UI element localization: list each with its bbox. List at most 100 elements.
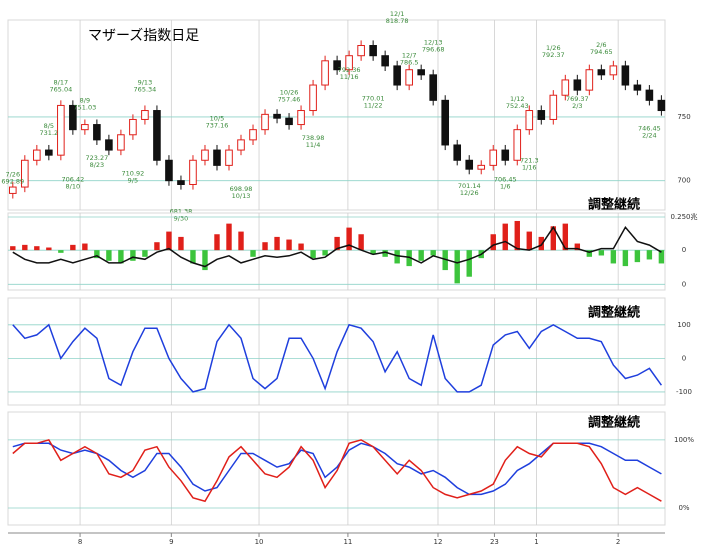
series-line — [12, 225, 662, 268]
candle-body — [69, 104, 77, 131]
candle-body — [177, 180, 185, 185]
annotation-value: 765.34 — [134, 85, 157, 93]
candle-body — [321, 60, 329, 86]
candle-body — [189, 159, 197, 185]
histogram-bar — [442, 250, 448, 271]
histogram-bar — [526, 231, 532, 251]
annotation-date: 10/13 — [232, 192, 251, 200]
histogram-bar — [82, 243, 88, 251]
histogram-bar — [490, 234, 496, 251]
annotation-value: 701.14 — [458, 182, 481, 190]
annotation-value: 751.03 — [73, 104, 96, 112]
annotation-date: 12/1 — [390, 10, 405, 18]
histogram-bar — [262, 242, 268, 251]
candle-body — [501, 149, 510, 161]
histogram-bar — [634, 250, 641, 263]
x-tick-label: 11 — [343, 538, 352, 546]
histogram-bar — [154, 242, 160, 251]
histogram-bar — [550, 226, 557, 251]
candle-body — [93, 124, 101, 141]
candle-body — [333, 60, 341, 71]
candle-body — [153, 110, 161, 161]
annotation-date: 10/26 — [280, 88, 299, 96]
candle-body — [609, 65, 618, 76]
histogram-bar — [334, 236, 340, 251]
histogram-bar — [658, 250, 665, 264]
x-tick-label: 10 — [255, 538, 264, 546]
y-tick-label: 700 — [677, 177, 690, 185]
annotation-date: 2/6 — [596, 41, 606, 49]
candle-body — [297, 110, 305, 126]
annotation-value: 706.42 — [61, 175, 84, 183]
histogram-bar — [622, 250, 629, 267]
candle-body — [141, 110, 149, 120]
candle-body — [357, 45, 365, 57]
candle-body — [81, 124, 89, 131]
histogram-bar — [46, 247, 52, 251]
candle-body — [453, 144, 462, 161]
annotation-value: 765.04 — [49, 86, 72, 94]
chart-title: マザーズ指数日足 — [88, 28, 199, 44]
series-line — [12, 323, 663, 393]
histogram-bar — [178, 236, 184, 251]
annotation-date: 12/7 — [402, 51, 417, 59]
candle-body — [249, 129, 257, 141]
candle-body — [381, 55, 389, 67]
candle-body — [645, 89, 654, 101]
annotation-date: 8/17 — [54, 79, 69, 87]
histogram-bar — [226, 223, 232, 251]
candle-body — [21, 159, 29, 188]
annotation-value: 681.38 — [170, 207, 193, 215]
y-tick-label: 0 — [682, 280, 686, 288]
histogram-bar — [322, 250, 328, 256]
histogram-bar — [418, 250, 424, 261]
candle-body — [489, 149, 498, 166]
annotation-date: 1/16 — [522, 164, 537, 172]
candle-body — [57, 104, 65, 156]
y-tick-label: 0% — [678, 504, 689, 512]
histogram-bar — [406, 250, 412, 267]
annotation-value: 698.98 — [230, 185, 253, 193]
histogram-bar — [358, 234, 364, 251]
annotation-date: 11/22 — [364, 101, 383, 109]
annotation-date: 2/24 — [642, 131, 657, 139]
candle-body — [309, 84, 317, 112]
candle-body — [33, 149, 41, 161]
candle-body — [225, 149, 233, 166]
histogram-bar — [10, 246, 16, 251]
annotation-value: 731.2 — [40, 129, 59, 137]
candle-body — [393, 65, 401, 86]
candle-body — [621, 65, 630, 86]
x-tick-label: 8 — [78, 538, 82, 546]
annotation-date: 8/10 — [66, 182, 81, 190]
panel-frame — [7, 212, 666, 291]
annotation-date: 1/26 — [546, 44, 561, 52]
candle-body — [561, 79, 570, 96]
y-tick-label: 0 — [682, 246, 686, 254]
histogram-bar — [586, 250, 593, 257]
annotation-value: 794.65 — [590, 48, 613, 56]
annotation-value: 710.92 — [122, 170, 145, 178]
candle-body — [441, 99, 450, 146]
histogram-bar — [274, 236, 280, 251]
candle-body — [513, 129, 522, 161]
annotation-value: 792.36 — [338, 66, 361, 74]
histogram-bar — [598, 250, 605, 256]
annotation-date: 9/30 — [174, 214, 189, 222]
candle-body — [105, 139, 113, 151]
histogram-bar — [202, 250, 208, 271]
candle-body — [549, 94, 558, 120]
annotation-value: 723.27 — [86, 154, 109, 162]
annotation-date: 12/13 — [424, 38, 443, 46]
candle-body — [597, 69, 606, 76]
histogram-bar — [106, 250, 112, 261]
y-tick-label: 0 — [682, 354, 686, 362]
histogram-bar — [574, 243, 581, 251]
candle-body — [201, 149, 209, 161]
y-tick-label: 0.250兆 — [670, 212, 697, 221]
histogram-bar — [214, 234, 220, 251]
panel-frame — [7, 297, 666, 406]
candle-body — [45, 149, 53, 156]
candle-body — [369, 45, 377, 57]
